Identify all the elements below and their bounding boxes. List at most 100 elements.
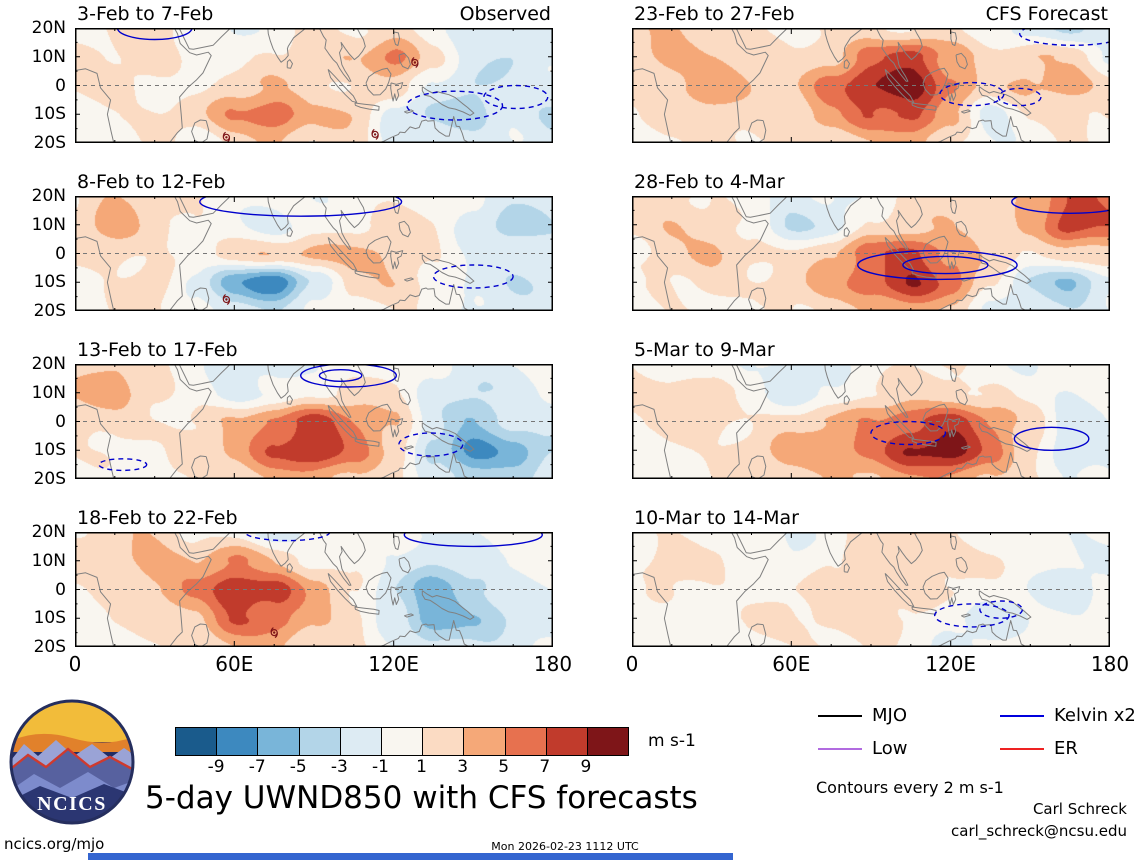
- map-overlay: [75, 28, 553, 143]
- kelvin-wave-contour: [933, 603, 1010, 628]
- axis-ticks: [632, 28, 1110, 143]
- ncics-logo: NCICS: [9, 699, 135, 825]
- kelvin-wave-contour: [403, 532, 543, 548]
- colorbar-tick-label: -3: [330, 757, 348, 777]
- y-axis-label: 10N: [31, 46, 66, 67]
- map-panel: 18-Feb to 22-Feb: [75, 507, 553, 647]
- map-panel: 3-Feb to 7-Feb Observed: [75, 3, 553, 143]
- colorbar-tick-label: 5: [498, 757, 510, 777]
- colorbar-segment: [586, 728, 629, 755]
- axis-ticks: [632, 364, 1110, 479]
- colorbar: [175, 727, 629, 756]
- axis-ticks: [75, 364, 553, 479]
- logo-text: NCICS: [37, 793, 107, 815]
- kelvin-wave-contour: [318, 368, 363, 383]
- axis-ticks: [75, 532, 553, 647]
- panel-border: [632, 532, 1110, 647]
- tropical-cyclone-symbol: [270, 627, 278, 639]
- anomaly-field-canvas: [632, 196, 1110, 311]
- tropical-cyclone-symbol: [222, 294, 231, 305]
- column-label: CFS Forecast: [985, 3, 1108, 25]
- map-panel: 23-Feb to 27-Feb CFS Forecast: [632, 3, 1110, 143]
- y-axis-label: 10N: [31, 214, 66, 235]
- anomaly-field-canvas: [75, 196, 553, 311]
- anomaly-field-canvas: [632, 364, 1110, 479]
- anomaly-field-canvas: [632, 532, 1110, 647]
- panel-border: [632, 196, 1110, 311]
- colorbar-segment: [504, 728, 546, 755]
- y-axis-label: 20N: [31, 354, 66, 374]
- legend-label: Low: [872, 738, 908, 759]
- map-panel: 10-Mar to 14-Mar: [632, 507, 1110, 647]
- map-overlay: [632, 28, 1110, 143]
- colorbar-segment: [463, 728, 505, 755]
- kelvin-wave-contour: [856, 249, 1018, 281]
- x-axis-label: 0: [625, 652, 639, 676]
- colorbar-segment: [298, 728, 340, 755]
- map-panel: 8-Feb to 12-Feb: [75, 171, 553, 311]
- colorbar-segment: [545, 728, 587, 755]
- y-axis-label: 10S: [33, 104, 66, 125]
- legend-line-swatch: [1000, 715, 1044, 717]
- map-panel: 28-Feb to 4-Mar: [632, 171, 1110, 311]
- colorbar-tick-label: 3: [457, 757, 469, 777]
- kelvin-wave-contour: [398, 432, 464, 457]
- y-axis-label: 10S: [33, 272, 66, 293]
- kelvin-wave-contour: [432, 264, 514, 289]
- kelvin-wave-contour: [116, 28, 193, 41]
- bottom-strip: [88, 853, 733, 860]
- panel-border: [75, 28, 553, 143]
- y-axis-label: 0: [55, 243, 66, 264]
- kelvin-wave-contour: [1013, 426, 1090, 452]
- colorbar-tick-label: 9: [580, 757, 592, 777]
- colorbar-segment: [257, 728, 299, 755]
- kelvin-wave-contour: [1011, 196, 1110, 214]
- panel-title: 13-Feb to 17-Feb: [77, 339, 238, 361]
- legend-item-kelvin-x2: Kelvin x2: [1000, 705, 1135, 726]
- legend-line-swatch: [1000, 748, 1044, 750]
- contour-interval-note: Contours every 2 m s-1: [816, 778, 1004, 797]
- credit-email: carl_schreck@ncsu.edu: [951, 822, 1127, 840]
- kelvin-wave-contour: [870, 420, 947, 446]
- credit-name: Carl Schreck: [1032, 800, 1127, 818]
- timestamp: Mon 2026-02-23 1112 UTC: [491, 840, 639, 853]
- y-axis-label: 20N: [31, 522, 66, 542]
- tropical-cyclone-symbol: [371, 128, 379, 140]
- colorbar-tick-label: -1: [371, 757, 389, 777]
- units-label: m s-1: [648, 731, 696, 751]
- axis-ticks: [75, 196, 553, 311]
- y-axis-label: 20N: [31, 18, 66, 38]
- kelvin-wave-contour: [939, 81, 1005, 107]
- map-overlay: [75, 364, 553, 479]
- panel-border: [75, 196, 553, 311]
- x-axis-label: 180: [1090, 652, 1130, 676]
- kelvin-wave-contour: [300, 364, 397, 388]
- map-overlay: [75, 196, 553, 311]
- map-overlay: [632, 364, 1110, 479]
- main-title: 5-day UWND850 with CFS forecasts: [145, 780, 698, 816]
- kelvin-wave-contour: [997, 87, 1042, 107]
- x-axis-label: 60E: [772, 652, 811, 676]
- panel-title: 3-Feb to 7-Feb: [77, 3, 214, 25]
- tropical-cyclone-symbol: [222, 131, 231, 143]
- anomaly-field-canvas: [75, 28, 553, 143]
- map-overlay: [75, 532, 553, 647]
- kelvin-wave-contour: [98, 458, 148, 472]
- y-axis-label: 10N: [31, 382, 66, 403]
- colorbar-segment: [380, 728, 423, 755]
- kelvin-wave-contour: [199, 196, 403, 217]
- map-overlay: [632, 532, 1110, 647]
- colorbar-tick-label: -7: [248, 757, 266, 777]
- x-axis-label: 0: [68, 652, 82, 676]
- y-axis-label: 20S: [33, 133, 66, 153]
- site-link[interactable]: ncics.org/mjo: [4, 835, 105, 853]
- column-label: Observed: [459, 3, 551, 25]
- y-axis-label: 0: [55, 579, 66, 600]
- anomaly-field-canvas: [632, 28, 1110, 143]
- y-axis-label: 20S: [33, 469, 66, 489]
- axis-ticks: [632, 196, 1110, 311]
- tropical-cyclone-symbol: [411, 57, 419, 68]
- panel-title: 8-Feb to 12-Feb: [77, 171, 226, 193]
- panel-title: 18-Feb to 22-Feb: [77, 507, 238, 529]
- legend-label: Kelvin x2: [1054, 705, 1135, 726]
